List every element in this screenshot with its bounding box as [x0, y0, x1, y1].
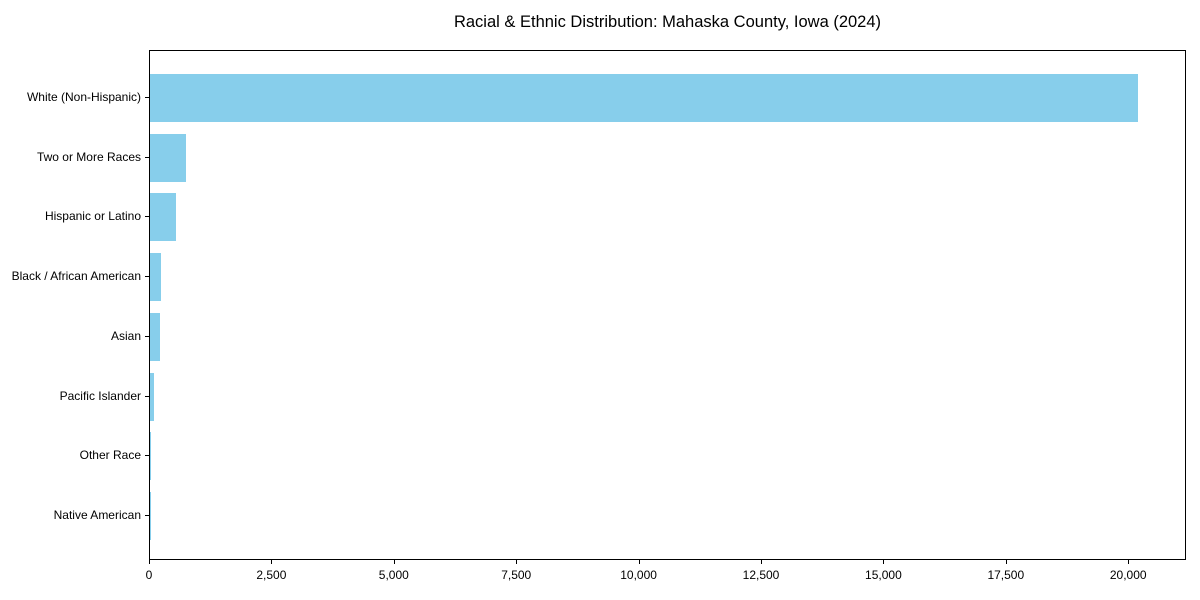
x-tick-mark — [271, 560, 273, 564]
x-tick-mark — [149, 560, 150, 564]
bar — [150, 253, 162, 302]
x-tick-mark — [638, 560, 640, 564]
y-tick-mark — [145, 97, 149, 98]
y-tick-label: Pacific Islander — [59, 388, 141, 403]
bar — [150, 432, 151, 481]
x-tick-label: 17,500 — [987, 568, 1025, 582]
y-tick-mark — [145, 455, 149, 457]
x-tick-mark — [883, 560, 885, 564]
x-tick-label: 15,000 — [865, 568, 902, 582]
y-tick-mark — [145, 515, 149, 516]
x-tick-label: 7,500 — [501, 568, 532, 582]
x-tick-mark — [1128, 560, 1130, 564]
y-tick-label: Black / African American — [11, 269, 141, 284]
x-tick-label: 20,000 — [1109, 568, 1147, 582]
x-tick-mark — [761, 560, 763, 564]
x-tick-label: 2,500 — [256, 568, 287, 582]
y-tick-mark — [145, 276, 149, 278]
plot-area — [149, 50, 1186, 560]
y-tick-label: Other Race — [79, 448, 141, 463]
x-tick-label: 0 — [145, 568, 153, 582]
y-tick-label: White (Non-Hispanic) — [26, 90, 141, 104]
bar — [150, 372, 154, 421]
y-tick-label: Two or More Races — [36, 149, 141, 164]
bar — [150, 74, 1138, 122]
x-tick-mark — [393, 560, 395, 564]
y-tick-mark — [145, 216, 149, 218]
bar — [150, 193, 177, 242]
x-tick-label: 10,000 — [620, 568, 657, 582]
x-tick-mark — [516, 560, 518, 564]
chart-title: Racial & Ethnic Distribution: Mahaska Co… — [453, 13, 882, 31]
y-tick-label: Asian — [110, 328, 141, 343]
y-tick-label: Hispanic or Latino — [44, 209, 141, 224]
x-tick-label: 5,000 — [378, 568, 409, 582]
x-tick-mark — [1005, 560, 1007, 564]
y-tick-mark — [145, 156, 149, 158]
bar — [150, 312, 161, 361]
y-tick-mark — [145, 395, 149, 397]
y-tick-mark — [145, 335, 149, 337]
x-tick-label: 12,500 — [742, 568, 780, 582]
y-tick-label: Native American — [53, 508, 141, 522]
bar — [150, 133, 186, 182]
